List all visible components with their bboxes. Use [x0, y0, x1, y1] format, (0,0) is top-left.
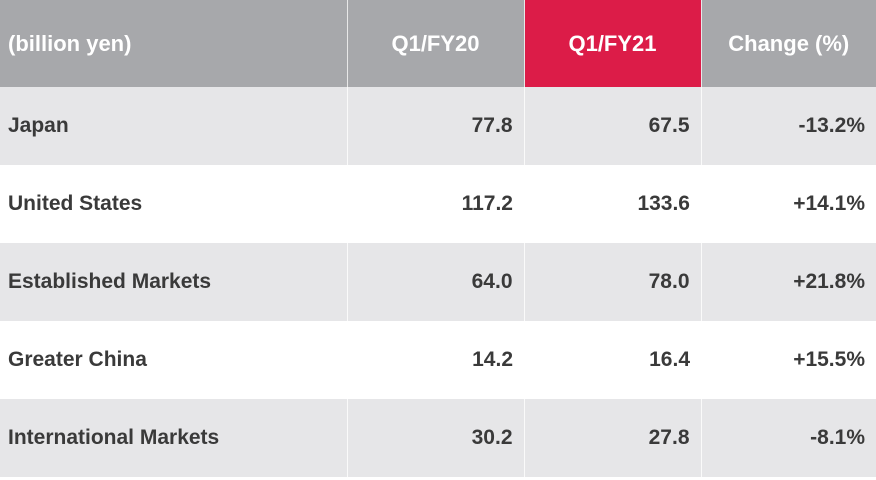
header-unit: (billion yen)	[0, 0, 348, 87]
q1-fy21-cell: 16.4	[524, 321, 701, 399]
q1-fy20-cell: 117.2	[347, 165, 524, 243]
table-row: Established Markets 64.0 78.0 +21.8%	[0, 243, 876, 321]
region-cell: Established Markets	[0, 243, 348, 321]
region-cell: Greater China	[0, 321, 347, 399]
change-cell: +21.8%	[701, 243, 876, 321]
q1-fy21-cell: 78.0	[524, 243, 702, 321]
q1-fy20-cell: 14.2	[347, 321, 524, 399]
header-q1-fy20: Q1/FY20	[347, 0, 525, 87]
q1-fy21-cell: 27.8	[524, 399, 702, 477]
table-row: Greater China 14.2 16.4 +15.5%	[0, 321, 876, 399]
q1-fy20-cell: 64.0	[347, 243, 525, 321]
header-row: (billion yen) Q1/FY20 Q1/FY21 Change (%)	[0, 0, 876, 87]
q1-fy21-cell: 67.5	[524, 87, 702, 165]
region-cell: International Markets	[0, 399, 348, 477]
region-cell: Japan	[0, 87, 348, 165]
region-cell: United States	[0, 165, 347, 243]
q1-fy20-cell: 30.2	[347, 399, 525, 477]
table-row: International Markets 30.2 27.8 -8.1%	[0, 399, 876, 477]
header-q1-fy21: Q1/FY21	[524, 0, 702, 87]
header-change: Change (%)	[701, 0, 876, 87]
change-cell: +14.1%	[701, 165, 876, 243]
change-cell: +15.5%	[701, 321, 876, 399]
change-cell: -13.2%	[701, 87, 876, 165]
q1-fy21-cell: 133.6	[524, 165, 701, 243]
table-row: Japan 77.8 67.5 -13.2%	[0, 87, 876, 165]
change-cell: -8.1%	[701, 399, 876, 477]
table-row: United States 117.2 133.6 +14.1%	[0, 165, 876, 243]
q1-fy20-cell: 77.8	[347, 87, 525, 165]
